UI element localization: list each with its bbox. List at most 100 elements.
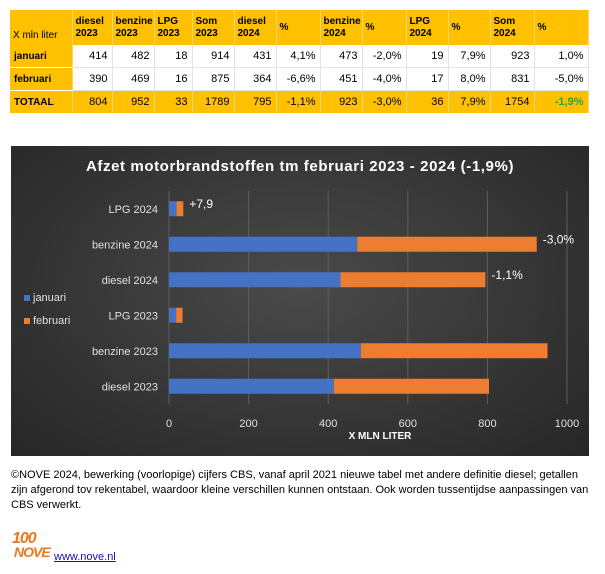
gridlines [168,191,568,404]
bar-segment-januari [169,378,334,394]
table-cell: 875 [192,67,235,91]
table-cell: -5,0% [534,67,589,91]
legend-label: februari [33,315,70,327]
table-cell: 1789 [192,90,235,113]
x-tick-label: 200 [239,418,257,430]
column-header-name: % [537,21,547,33]
column-header-name: diesel [237,15,266,27]
bar-segment-januari [169,272,341,288]
bars [169,201,548,394]
column-header: % [534,10,589,45]
bar-segment-februari [340,272,486,288]
y-category-label: benzine 2023 [92,346,158,358]
column-header: % [448,10,491,45]
axis-labels: 0 200 400 600 800 1000 LPG 2024 +7,9 benzine 202… [92,197,579,430]
table-row: februari 390 469 16 875 364 -6,6% 451 -4,0% 17 8,0… [10,67,589,91]
website-link[interactable]: www.nove.nl [54,551,116,563]
column-header-name: Som [493,15,516,27]
bar-segment-januari [169,201,177,217]
y-category-label: diesel 2024 [102,275,158,287]
nove-logo: 100 NOVE [12,530,51,562]
table-row: TOTAAL 804 952 33 1789 795 -1,1% 923 -3,0% 36 7,9%… [10,90,589,113]
bar-annotation: -3,0% [543,232,575,246]
x-tick-label: 600 [399,418,417,430]
table-cell: 8,0% [448,67,491,91]
column-header-year: 2024 [493,27,516,39]
column-header-name: % [365,21,375,33]
column-header: LPG 2023 [154,10,193,45]
column-header: benzine 2023 [112,10,155,45]
table-cell: 364 [234,67,277,91]
table-cell: -1,1% [276,90,321,113]
table-cell: 952 [112,90,155,113]
bar-segment-februari [176,201,184,217]
column-header-year: 2024 [237,27,260,39]
column-header: diesel 2024 [234,10,277,45]
column-header: benzine 2024 [320,10,363,45]
table-cell: 1754 [490,90,535,113]
column-header-year: 2023 [75,27,98,39]
bar-segment-januari [169,307,177,323]
table-cell: -4,0% [362,67,407,91]
x-tick-label: 0 [166,418,172,430]
column-header: LPG 2024 [406,10,449,45]
column-header-name: LPG [409,15,431,27]
table-cell: 17 [406,67,449,91]
unit-label: X mln liter [10,10,73,45]
table-cell: -6,6% [276,67,321,91]
sales-table: X mln liter diesel 2023 benzine 2023 LPG 2023… [10,10,589,113]
legend-swatch [24,318,30,324]
table-cell: 33 [154,90,193,113]
chart-title: Afzet motorbrandstoffen tm februari 2023… [86,158,514,175]
table-cell: 16 [154,67,193,91]
table-cell: 469 [112,67,155,91]
table-cell: 7,9% [448,90,491,113]
bar-segment-januari [169,236,358,252]
column-header: % [276,10,321,45]
table-cell: 7,9% [448,45,491,68]
x-axis-title: X MLN LITER [349,431,413,442]
y-category-label: LPG 2023 [108,310,158,322]
legend-swatch [24,295,30,301]
table-cell: -1,9% [534,90,589,113]
y-category-label: diesel 2023 [102,381,158,393]
table-cell: 923 [490,45,535,68]
bar-annotation: -1,1% [491,268,523,282]
column-header-year: 2024 [323,27,346,39]
table-cell: 914 [192,45,235,68]
table-cell: 473 [320,45,363,68]
table-header-row: X mln liter diesel 2023 benzine 2023 LPG 2023… [10,10,589,45]
row-label: februari [10,67,73,91]
row-label: TOTAAL [10,90,73,113]
logo-word: NOVE [14,544,51,560]
chart-panel: Afzet motorbrandstoffen tm februari 2023… [11,146,589,456]
column-header-year: 2023 [157,27,180,39]
logo-number: 100 [12,530,37,547]
bar-segment-februari [360,343,548,359]
table-cell: 18 [154,45,193,68]
table-row: januari 414 482 18 914 431 4,1% 473 -2,0% 19 7,9% 9… [10,45,589,68]
column-header-name: benzine [323,15,361,27]
table-cell: 19 [406,45,449,68]
column-header: % [362,10,407,45]
row-label: januari [10,45,73,68]
table-cell: 431 [234,45,277,68]
bar-segment-februari [357,236,537,252]
column-header-name: benzine [115,15,153,27]
bar-segment-januari [169,343,361,359]
column-header-name: % [279,21,289,33]
table-cell: 1,0% [534,45,589,68]
column-header: Som 2023 [192,10,235,45]
table-cell: 831 [490,67,535,91]
table-cell: 804 [72,90,113,113]
column-header: diesel 2023 [72,10,113,45]
bar-annotation: +7,9 [189,197,213,211]
source-note: ©NOVE 2024, bewerking (voorlopige) cijfe… [11,469,589,511]
table-cell: 451 [320,67,363,91]
table-cell: 414 [72,45,113,68]
column-header-name: diesel [75,15,104,27]
column-header-year: 2023 [195,27,218,39]
table-cell: 36 [406,90,449,113]
table-cell: 4,1% [276,45,321,68]
column-header-name: % [451,21,461,33]
